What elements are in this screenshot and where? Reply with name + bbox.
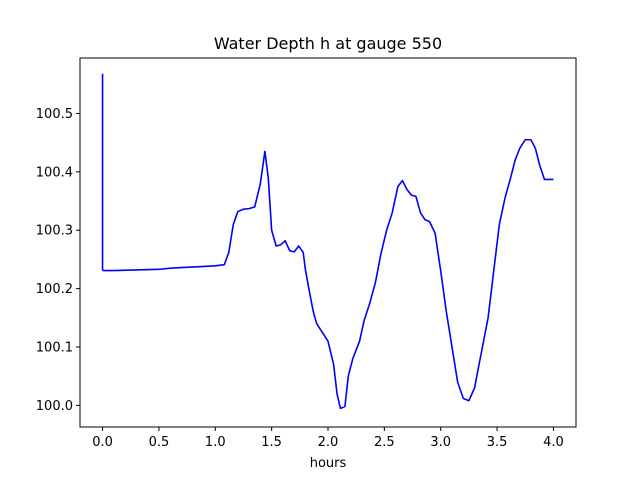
- chart-title: Water Depth h at gauge 550: [214, 34, 442, 53]
- x-tick-label: 0.0: [92, 435, 113, 450]
- y-tick-label: 100.5: [36, 107, 73, 122]
- y-tick-label: 100.1: [36, 341, 73, 356]
- x-axis-label: hours: [310, 456, 347, 471]
- x-tick-label: 3.5: [487, 435, 508, 450]
- y-tick-label: 100.2: [36, 282, 73, 297]
- x-tick-label: 1.0: [205, 435, 226, 450]
- y-tick-label: 100.0: [36, 399, 73, 414]
- x-tick-label: 4.0: [543, 435, 564, 450]
- plot-area: 0.0 0.5 1.0 1.5 2.0 2.5 3.0 3.5 4.0 100.0 100.1 100…: [36, 57, 577, 450]
- y-tick-label: 100.3: [36, 224, 73, 239]
- x-tick-label: 3.0: [430, 435, 451, 450]
- x-tick-label: 2.5: [374, 435, 395, 450]
- x-tick-label: 0.5: [149, 435, 170, 450]
- x-tick-label: 2.0: [318, 435, 339, 450]
- series-line-0: [101, 73, 554, 410]
- axes-frame: [79, 57, 577, 428]
- x-tick-label: 1.5: [261, 435, 282, 450]
- y-tick-label: 100.4: [36, 165, 73, 180]
